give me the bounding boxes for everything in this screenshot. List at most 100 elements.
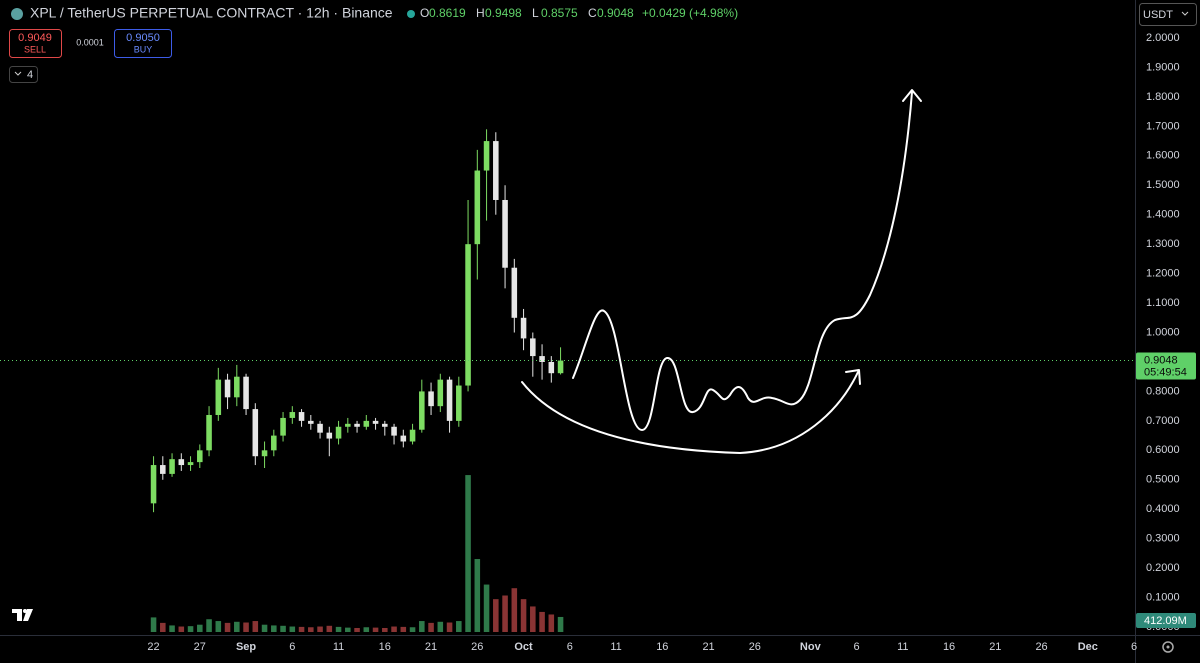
volume-bar [261,624,268,632]
buy-price[interactable]: 0.9050 [126,32,160,44]
candle-body [363,420,370,427]
volume-bar [206,619,212,632]
x-tick-label: 6 [854,641,860,653]
volume-bar [280,625,286,632]
sell-button[interactable]: 0.9049 SELL [9,29,62,58]
ohlc-prefix: H [476,6,485,20]
volume-bar [483,584,490,632]
volume-bar [493,599,499,632]
candle-body [465,244,471,386]
volume-bar [539,611,545,632]
volume-bar [391,626,397,632]
ohlc-value: 0.9498 [485,6,522,20]
y-tick-label: 2.0000 [1146,32,1180,44]
candle-body [511,267,518,318]
candle-body [178,459,185,466]
volume-bar [400,626,407,632]
y-tick-label: 0.2000 [1146,562,1180,574]
x-tick-label: Dec [1078,641,1098,653]
volume-bar [456,621,462,632]
settings-button[interactable] [1162,641,1174,653]
volume-bar [354,627,360,632]
volume-bar [178,626,185,632]
x-tick-label: 6 [289,641,295,653]
x-tick-label: 11 [333,641,344,653]
volume-bar [446,622,453,632]
candle-body [169,459,175,474]
y-tick-label: 1.2000 [1146,268,1180,280]
volume-bar [252,621,259,632]
x-tick-label: 21 [702,641,714,653]
volume-bar [187,626,194,632]
candle-body [428,391,434,407]
ohlc-prefix: O [420,6,429,20]
volume-bar [474,559,481,632]
candle-body [372,420,379,424]
sell-price[interactable]: 0.9049 [18,32,52,44]
volume-bar [465,475,471,632]
volume-bar [150,617,157,632]
y-tick-label: 1.1000 [1146,297,1180,309]
candle-body [243,376,249,410]
candle-body [456,385,462,421]
x-tick-label: 26 [749,641,761,653]
symbol-icon [11,8,23,20]
candle-body [557,360,564,374]
ohlc-prefix: C [588,6,597,20]
price-tag [1136,352,1196,380]
candle-body [409,429,416,442]
volume-bar [363,627,370,632]
x-tick-label: 6 [567,641,573,653]
candle-body [150,465,157,504]
plot-area [0,129,1135,632]
volume-bar [197,624,203,632]
candle-body [252,409,259,457]
y-tick-label: 0.7000 [1146,415,1180,427]
volume-bar [409,627,416,632]
volume-bar [502,595,508,632]
candle-body [391,426,397,436]
x-tick-label: Sep [236,641,256,653]
volume-bar [428,622,434,632]
candle-body [400,435,407,442]
buy-button[interactable]: 0.9050 BUY [114,29,172,58]
cup-arrowhead [845,369,861,385]
y-tick-label: 0.1000 [1146,592,1180,604]
currency-button[interactable]: USDT [1139,3,1197,26]
volume-bar [419,621,425,632]
ohlc-value: 0.8575 [541,6,578,20]
candle-body [271,435,277,451]
candle-body [548,361,555,374]
indicator-toggle[interactable]: 4 [9,66,38,83]
volume-bar [520,599,527,632]
volume-bar [372,627,379,632]
volume-bar [234,621,240,632]
x-tick-label: 11 [610,641,621,653]
x-tick-label: 22 [147,641,159,653]
candle-body [419,391,425,430]
volume-bar [308,627,314,632]
indicator-count[interactable]: 4 [27,69,33,81]
ohlc-value: 0.8619 [429,6,466,20]
price-tag-value: 0.9048 [1144,354,1178,366]
countdown: 05:49:54 [1144,366,1187,378]
x-tick-label: Oct [514,641,533,653]
volume-bar [271,625,277,632]
candle-body [224,379,231,398]
y-tick-label: 0.5000 [1146,474,1180,486]
sell-label[interactable]: SELL [24,44,46,54]
y-tick-label: 0.4000 [1146,503,1180,515]
y-tick-label: 1.3000 [1146,238,1180,250]
y-tick-label: 1.5000 [1146,179,1180,191]
y-tick-label: 1.9000 [1146,61,1180,73]
candle-body [446,379,453,421]
volume-bar [548,614,555,632]
candle-body [261,450,268,457]
candle-body [437,379,444,407]
status-dot [407,10,415,18]
candle-body [520,317,527,339]
volume-bar [345,627,351,632]
currency[interactable]: USDT [1143,9,1173,21]
volume-bar [215,621,222,632]
buy-label[interactable]: BUY [134,44,153,54]
